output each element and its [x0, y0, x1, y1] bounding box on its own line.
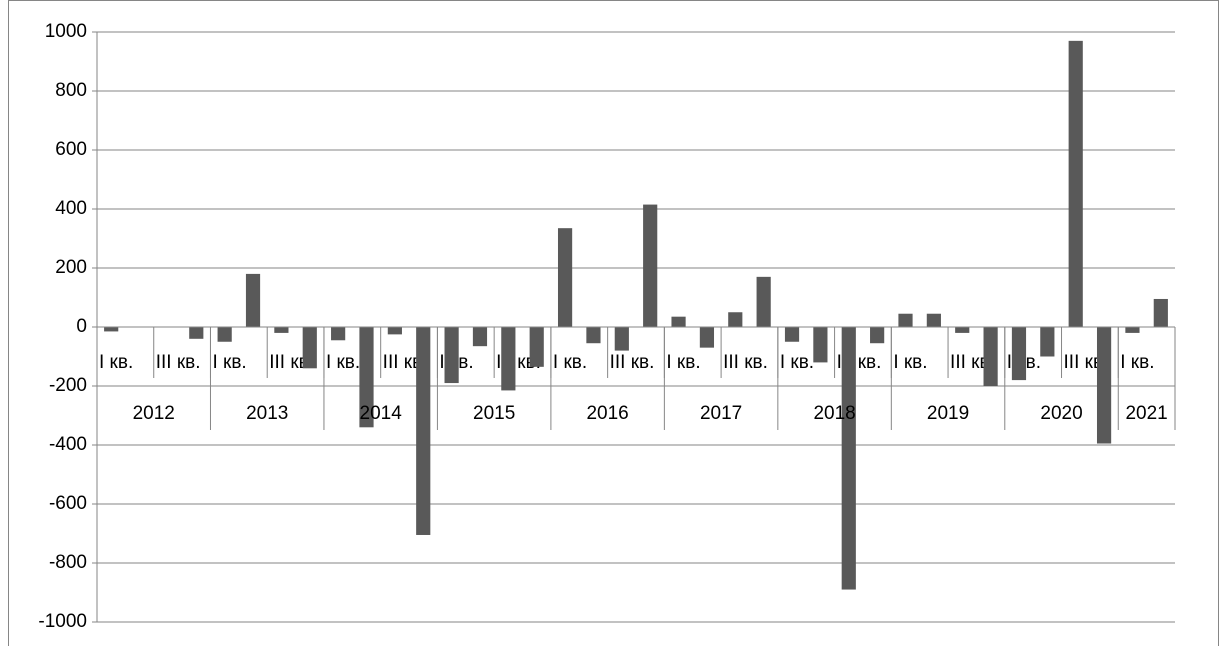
bar [756, 276, 771, 327]
bar [245, 273, 261, 327]
year-label: 2017 [700, 403, 742, 424]
bar [813, 327, 828, 363]
y-tick-label: 600 [55, 139, 87, 160]
bar [955, 327, 970, 333]
x-tick-label: I кв. [780, 352, 814, 373]
bar [331, 327, 346, 341]
bar [728, 312, 743, 327]
chart-border [8, 0, 1219, 646]
bar [699, 327, 715, 348]
bar [274, 327, 289, 333]
bar [472, 327, 488, 347]
year-label: 2020 [1040, 403, 1082, 424]
bar [1011, 327, 1027, 381]
x-tick-label: III кв. [156, 352, 201, 373]
bar [444, 327, 459, 384]
bar [643, 204, 658, 327]
bar [302, 327, 317, 369]
bar [416, 327, 431, 535]
bar [387, 327, 402, 335]
y-tick-label: 1000 [45, 21, 87, 42]
y-tick-label: 0 [76, 316, 87, 337]
bar [870, 327, 885, 344]
bar [586, 327, 601, 344]
x-tick-label: I кв. [553, 352, 587, 373]
bar [1096, 327, 1112, 444]
bar [926, 313, 941, 327]
bar [529, 327, 544, 367]
bar [189, 327, 204, 339]
x-tick-label: I кв. [212, 352, 246, 373]
y-tick-label: 800 [55, 80, 87, 101]
year-label: 2019 [927, 403, 969, 424]
bar [1153, 298, 1168, 327]
bar [898, 313, 913, 327]
bar [359, 327, 374, 428]
year-label: 2018 [813, 403, 855, 424]
bar [1040, 327, 1055, 357]
x-tick-label: III кв. [723, 352, 768, 373]
y-tick-label: -600 [49, 493, 87, 514]
year-label: 2015 [473, 403, 515, 424]
x-tick-label: I кв. [666, 352, 700, 373]
y-tick-label: -200 [49, 375, 87, 396]
x-tick-label: III кв. [610, 352, 655, 373]
x-tick-label: I кв. [99, 352, 133, 373]
bar [557, 228, 573, 327]
y-tick-label: -1000 [38, 611, 87, 632]
bar [784, 327, 800, 342]
bar [671, 316, 686, 327]
y-tick-label: -400 [49, 434, 87, 455]
bar [1068, 40, 1083, 327]
bar [501, 327, 516, 391]
bar [217, 327, 232, 342]
bar [104, 327, 119, 332]
y-tick-label: 200 [55, 257, 87, 278]
y-tick-label: -800 [49, 552, 87, 573]
y-tick-label: 400 [55, 198, 87, 219]
bar [1125, 327, 1140, 333]
year-label: 2014 [360, 403, 403, 424]
bar [983, 327, 998, 386]
x-tick-label: I кв. [1120, 352, 1154, 373]
x-tick-label: I кв. [893, 352, 927, 373]
bar [614, 327, 629, 351]
bar [841, 327, 856, 590]
year-label: 2013 [246, 403, 288, 424]
year-label: 2016 [586, 403, 628, 424]
year-label: 2012 [133, 403, 175, 424]
year-label: 2021 [1125, 403, 1167, 424]
x-tick-label: I кв. [326, 352, 360, 373]
